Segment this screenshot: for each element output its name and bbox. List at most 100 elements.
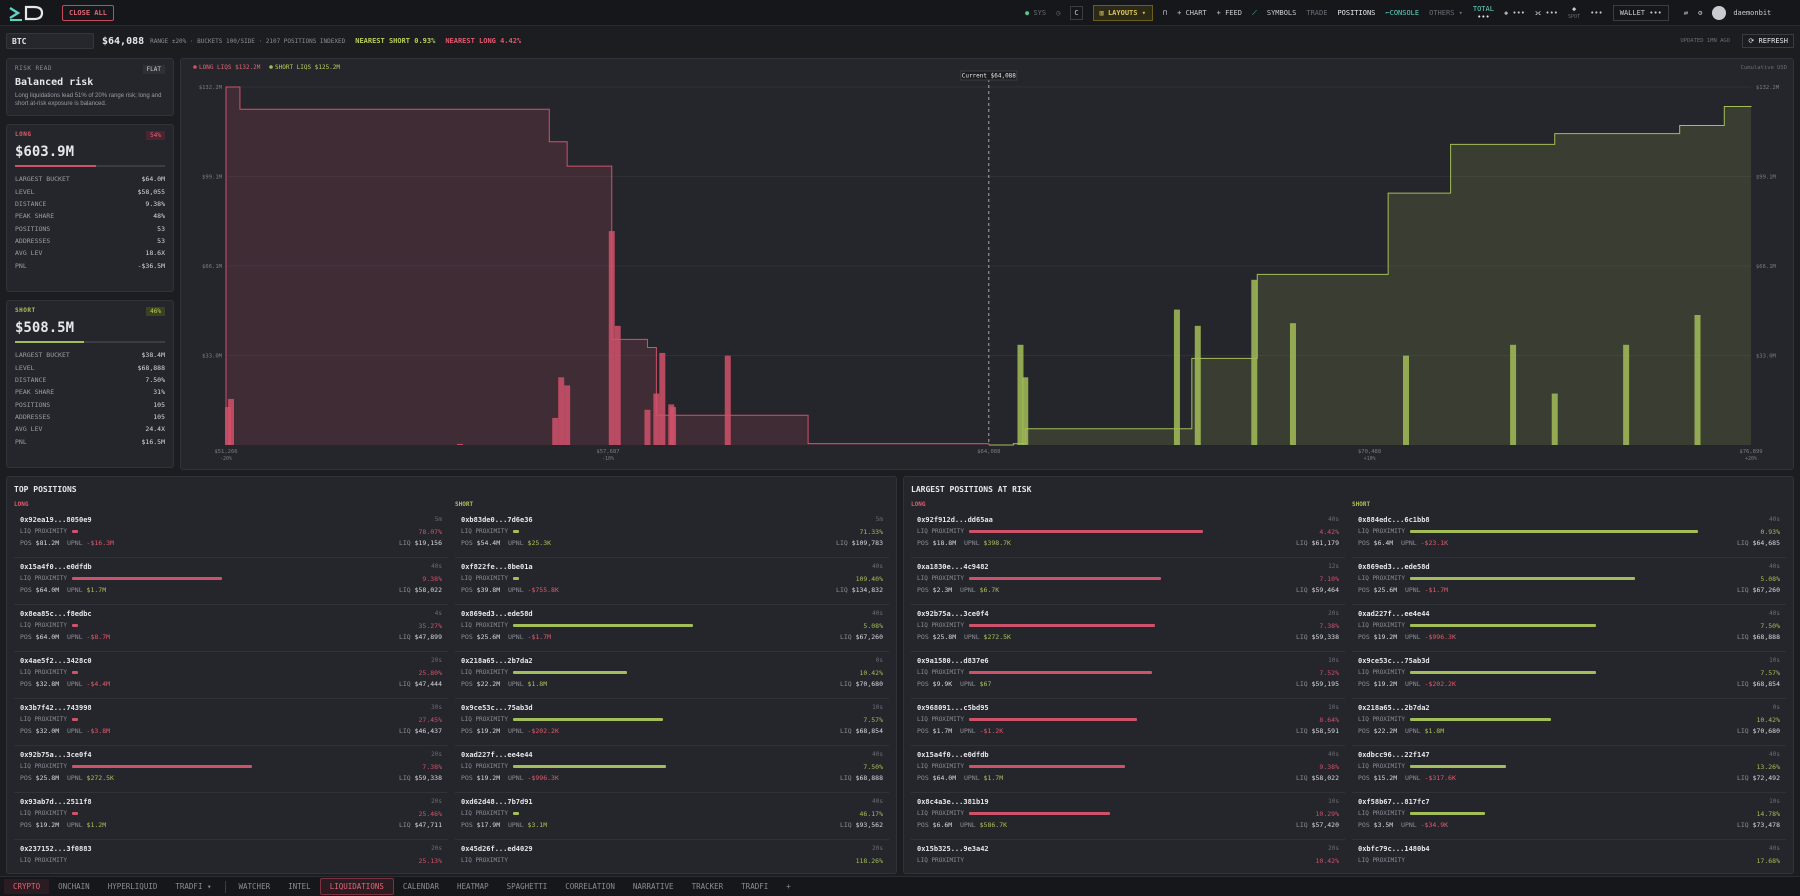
position-address[interactable]: 0xbfc79c...1480b4 <box>1358 845 1430 853</box>
tab-liquidations[interactable]: LIQUIDATIONS <box>319 878 394 895</box>
wallet-button[interactable]: WALLET ••• <box>1612 5 1669 21</box>
position-address[interactable]: 0x968091...c5bd95 <box>917 704 989 712</box>
position-row[interactable]: 0x15a4f0...e0dfdb 40s LIQ PROXIMITY 9.38% PO… <box>911 746 1345 793</box>
position-address[interactable]: 0x8c4a3e...381b19 <box>917 798 989 806</box>
position-row[interactable]: 0x9ce53c...75ab3d 10s LIQ PROXIMITY 7.57% PO… <box>1352 652 1786 699</box>
position-row[interactable]: 0x92b75a...3ce0f4 20s LIQ PROXIMITY 7.38% PO… <box>911 605 1345 652</box>
position-row[interactable]: 0x45d26f...ed4029 20s LIQ PROXIMITY 118.26% <box>455 840 889 873</box>
position-row[interactable]: 0x8c4a3e...381b19 10s LIQ PROXIMITY 10.29% P… <box>911 793 1345 840</box>
position-row[interactable]: 0x218a65...2b7da2 0s LIQ PROXIMITY 10.42% PO… <box>455 652 889 699</box>
position-address[interactable]: 0x15b325...9e3a42 <box>917 845 989 853</box>
position-row[interactable]: 0x869ed3...ede58d 40s LIQ PROXIMITY 5.08% PO… <box>1352 558 1786 605</box>
position-address[interactable]: 0xa1830e...4c9482 <box>917 563 989 571</box>
position-row[interactable]: 0xf58b67...817fc7 10s LIQ PROXIMITY 14.78% P… <box>1352 793 1786 840</box>
position-address[interactable]: 0x15a4f0...e0dfdb <box>20 563 92 571</box>
symbol-input[interactable]: BTC <box>6 33 94 49</box>
position-address[interactable]: 0xd62d48...7b7d91 <box>461 798 533 806</box>
tab-correlation[interactable]: CORRELATION <box>565 882 615 891</box>
swap-icon[interactable]: ⇄ <box>1683 9 1689 17</box>
app-logo[interactable] <box>6 4 50 22</box>
position-row[interactable]: 0x15b325...9e3a42 20s LIQ PROXIMITY 10.42% <box>911 840 1345 873</box>
position-address[interactable]: 0x884edc...6c1bb8 <box>1358 516 1430 524</box>
position-address[interactable]: 0x4ae5f2...3428c0 <box>20 657 92 665</box>
position-address[interactable]: 0x3b7f42...743998 <box>20 704 92 712</box>
tab-crypto[interactable]: CRYPTO <box>4 879 50 894</box>
position-row[interactable]: 0x8ea85c...f8edbc 4s LIQ PROXIMITY 35.27% PO… <box>14 605 448 652</box>
position-address[interactable]: 0x9ce53c...75ab3d <box>1358 657 1430 665</box>
c-toggle[interactable]: C <box>1070 6 1083 20</box>
layouts-button[interactable]: ▥ LAYOUTS ▾ <box>1092 5 1153 21</box>
position-address[interactable]: 0xad227f...ee4e44 <box>1358 610 1430 618</box>
add-chart-button[interactable]: + CHART <box>1177 9 1207 17</box>
position-address[interactable]: 0x237152...3f0883 <box>20 845 92 853</box>
position-address[interactable]: 0x92ea19...8050e9 <box>20 516 92 524</box>
avatar[interactable] <box>1712 6 1727 20</box>
position-row[interactable]: 0x884edc...6c1bb8 40s LIQ PROXIMITY 0.93% PO… <box>1352 511 1786 558</box>
position-row[interactable]: 0x9ce53c...75ab3d 10s LIQ PROXIMITY 7.57% PO… <box>455 699 889 746</box>
position-address[interactable]: 0xf822fe...8be01a <box>461 563 533 571</box>
clock-icon[interactable]: ◷ <box>1056 9 1061 17</box>
position-row[interactable]: 0x237152...3f0883 20s LIQ PROXIMITY 25.13% <box>14 840 448 873</box>
tab-add[interactable]: + <box>786 882 791 891</box>
position-address[interactable]: 0xf58b67...817fc7 <box>1358 798 1430 806</box>
tab-calendar[interactable]: CALENDAR <box>402 882 439 891</box>
position-row[interactable]: 0xf822fe...8be01a 40s LIQ PROXIMITY 109.40%… <box>455 558 889 605</box>
position-row[interactable]: 0xb83de0...7d6e36 5m LIQ PROXIMITY 71.33% PO… <box>455 511 889 558</box>
tab-watcher[interactable]: WATCHER <box>238 882 271 891</box>
position-address[interactable]: 0x15a4f0...e0dfdb <box>917 751 989 759</box>
position-address[interactable]: 0x9a1580...d837e6 <box>917 657 989 665</box>
symbols-link[interactable]: SYMBOLS <box>1266 9 1297 17</box>
position-row[interactable]: 0x93ab7d...2511f8 20s LIQ PROXIMITY 25.46% P… <box>14 793 448 840</box>
refresh-button[interactable]: ⟳ REFRESH <box>1742 34 1794 48</box>
exchange-a-icon[interactable]: ◈ ••• <box>1503 9 1526 17</box>
position-address[interactable]: 0x92b75a...3ce0f4 <box>917 610 989 618</box>
position-row[interactable]: 0xad227f...ee4e44 40s LIQ PROXIMITY 7.50% PO… <box>455 746 889 793</box>
position-address[interactable]: 0x45d26f...ed4029 <box>461 845 533 853</box>
sys-indicator[interactable]: ● SYS <box>1025 9 1047 17</box>
others-menu[interactable]: OTHERS ▾ <box>1429 9 1463 17</box>
position-address[interactable]: 0x869ed3...ede58d <box>1358 563 1430 571</box>
tab-intel[interactable]: INTEL <box>288 882 311 891</box>
username[interactable]: daemonbit <box>1733 9 1772 17</box>
position-address[interactable]: 0x92b75a...3ce0f4 <box>20 751 92 759</box>
position-address[interactable]: 0x218a65...2b7da2 <box>461 657 533 665</box>
position-row[interactable]: 0x15a4f0...e0dfdb 40s LIQ PROXIMITY 9.38% PO… <box>14 558 448 605</box>
position-row[interactable]: 0xd62d48...7b7d91 40s LIQ PROXIMITY 46.17% P… <box>455 793 889 840</box>
exchange-b-icon[interactable]: ⟗ ••• <box>1535 8 1559 17</box>
lock-icon[interactable]: ⊓ <box>1162 9 1168 17</box>
position-row[interactable]: 0x92b75a...3ce0f4 20s LIQ PROXIMITY 7.38% PO… <box>14 746 448 793</box>
positions-link[interactable]: POSITIONS <box>1337 9 1376 17</box>
position-row[interactable]: 0xa1830e...4c9482 12s LIQ PROXIMITY 7.10% PO… <box>911 558 1345 605</box>
position-address[interactable]: 0x93ab7d...2511f8 <box>20 798 92 806</box>
position-row[interactable]: 0xad227f...ee4e44 40s LIQ PROXIMITY 7.50% PO… <box>1352 605 1786 652</box>
tab-spaghetti[interactable]: SPAGHETTI <box>506 882 548 891</box>
tab-heatmap[interactable]: HEATMAP <box>457 882 489 891</box>
position-row[interactable]: 0xdbcc96...22f147 40s LIQ PROXIMITY 13.26% P… <box>1352 746 1786 793</box>
position-address[interactable]: 0xad227f...ee4e44 <box>461 751 533 759</box>
trade-link[interactable]: TRADE <box>1306 9 1328 17</box>
console-link[interactable]: ⌐CONSOLE <box>1385 9 1420 17</box>
tab-tradfi[interactable]: TRADFI ▾ <box>175 882 212 891</box>
position-address[interactable]: 0x9ce53c...75ab3d <box>461 704 533 712</box>
position-address[interactable]: 0x218a65...2b7da2 <box>1358 704 1430 712</box>
position-row[interactable]: 0x218a65...2b7da2 0s LIQ PROXIMITY 10.42% PO… <box>1352 699 1786 746</box>
close-all-button[interactable]: CLOSE ALL <box>62 4 114 21</box>
position-row[interactable]: 0x4ae5f2...3428c0 20s LIQ PROXIMITY 25.80% P… <box>14 652 448 699</box>
liquidation-chart[interactable]: $33.0M $33.0M $66.1M $66.1M $99.1M $99.1M $132… <box>181 59 1793 469</box>
spot-icon[interactable]: ◆ SPOT <box>1568 4 1581 20</box>
position-address[interactable]: 0x92f912d...dd65aa <box>917 516 993 524</box>
settings-icon[interactable]: ⚙ <box>1698 9 1703 17</box>
more-icon[interactable]: ••• <box>1590 9 1603 17</box>
position-address[interactable]: 0x8ea85c...f8edbc <box>20 610 92 618</box>
position-row[interactable]: 0x92f912d...dd65aa 40s LIQ PROXIMITY 4.42% P… <box>911 511 1345 558</box>
tab-narrative[interactable]: NARRATIVE <box>632 882 674 891</box>
tab-tracker[interactable]: TRACKER <box>691 882 724 891</box>
position-row[interactable]: 0x92ea19...8050e9 5m LIQ PROXIMITY 78.07% PO… <box>14 511 448 558</box>
tab-onchain[interactable]: ONCHAIN <box>58 882 90 891</box>
position-address[interactable]: 0xb83de0...7d6e36 <box>461 516 533 524</box>
position-row[interactable]: 0xbfc79c...1480b4 40s LIQ PROXIMITY 17.68% <box>1352 840 1786 873</box>
position-row[interactable]: 0x9a1580...d837e6 10s LIQ PROXIMITY 7.52% PO… <box>911 652 1345 699</box>
position-address[interactable]: 0x869ed3...ede58d <box>461 610 533 618</box>
tab-hyperliquid[interactable]: HYPERLIQUID <box>107 882 158 891</box>
tab-tradfi[interactable]: TRADFI <box>741 882 769 891</box>
